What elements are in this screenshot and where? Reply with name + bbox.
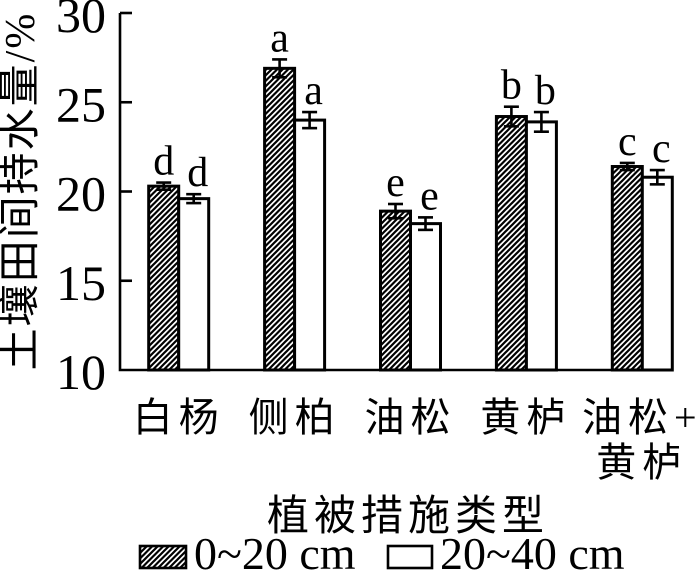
significance-letter: a	[304, 68, 323, 114]
error-bar	[533, 110, 549, 134]
significance-letter: b	[535, 68, 556, 114]
bar	[524, 120, 558, 372]
error-bar	[388, 202, 403, 220]
axis-lines	[118, 13, 673, 372]
error-bar	[649, 168, 665, 186]
error-bars-layer	[156, 58, 665, 232]
y-tick-label: 10	[56, 344, 106, 400]
significance-letter: a	[270, 15, 289, 61]
legend-swatch-hatched	[138, 544, 188, 570]
bar	[610, 165, 644, 372]
significance-letter: e	[386, 160, 405, 206]
y-tick-label: 15	[56, 255, 106, 311]
category-label-line: 黄栌	[480, 395, 572, 440]
error-bar	[418, 216, 433, 232]
significance-letter: d	[153, 139, 174, 185]
significance-letter: d	[187, 150, 208, 196]
category-label-line: 黄栌	[596, 440, 688, 485]
y-tick-label: 20	[56, 166, 106, 222]
bar	[263, 66, 297, 372]
error-bar	[503, 105, 519, 128]
category-label-line: 白杨	[133, 395, 225, 440]
significance-letter: e	[420, 173, 439, 219]
error-bar	[186, 192, 202, 205]
legend-swatch-white	[386, 544, 434, 570]
category-label: 油松	[365, 395, 457, 440]
category-label: 油松+黄栌	[582, 395, 700, 485]
significance-letter: c	[652, 126, 671, 172]
y-axis-title: 土壤田间持水量/%	[0, 12, 44, 371]
category-label-line: 油松+	[582, 395, 700, 440]
category-label: 黄栌	[480, 395, 572, 440]
category-label: 侧柏	[249, 395, 341, 440]
bar	[379, 209, 412, 372]
x-axis-title: 植被措施类型	[267, 494, 549, 540]
error-bar	[619, 161, 635, 172]
bars-layer	[147, 66, 674, 372]
error-bar	[156, 181, 172, 192]
bar	[147, 184, 181, 372]
y-tick-label: 25	[56, 76, 106, 132]
legend-layer: 0~20 cm 20~40 cm	[138, 528, 625, 573]
bar	[293, 118, 327, 372]
error-bar	[302, 110, 318, 130]
bar	[494, 115, 528, 372]
bar	[409, 222, 442, 372]
significance-letter: c	[618, 119, 637, 165]
category-label: 白杨	[133, 395, 225, 440]
bar	[177, 197, 211, 372]
axes-layer	[118, 11, 673, 372]
category-label-line: 侧柏	[249, 395, 341, 440]
bar	[640, 175, 674, 372]
error-bar	[272, 58, 288, 79]
y-tick-label: 30	[56, 0, 106, 43]
category-label-line: 油松	[365, 395, 457, 440]
significance-letter: b	[501, 63, 522, 109]
legend-label: 0~20 cm	[194, 528, 356, 573]
legend-label: 20~40 cm	[440, 528, 625, 573]
